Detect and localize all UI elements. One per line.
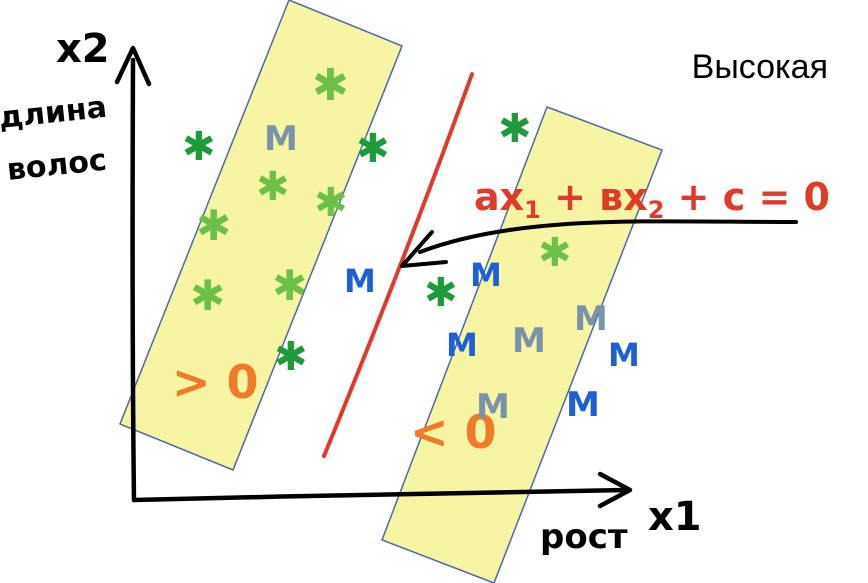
x-axis-description: рост [540,517,628,557]
equation-part-c: + c = 0 [664,175,830,219]
positive-region-label: > 0 [172,355,259,409]
m-marker: M [574,299,608,339]
m-marker: M [264,119,298,159]
star-marker: ✱ [314,180,348,226]
right-margin-band [381,106,663,583]
star-marker: ✱ [312,60,349,111]
star-marker: ✱ [424,270,458,316]
m-marker: M [446,326,478,364]
equation-pointer-arrowhead [400,230,448,268]
corner-label: Высокая [691,48,828,86]
separating-hyperplane [322,72,474,458]
y-axis-arrowhead [114,45,152,87]
star-marker: ✱ [498,106,532,152]
star-marker: ✱ [272,261,307,310]
equation-pointer-arrow [418,219,798,254]
equation-sub-1: 1 [524,196,541,224]
star-marker: ✱ [196,201,231,250]
star-marker: ✱ [274,334,308,380]
y-axis-description-line2: волос [5,143,108,188]
equation-sub-2: 2 [648,196,665,224]
equation-part-ax: ax [474,175,524,219]
m-marker: M [608,336,640,374]
star-marker: ✱ [182,124,216,170]
star-marker: ✱ [256,164,290,210]
y-axis-description-line1: длина [0,90,108,136]
star-marker: ✱ [190,271,225,320]
equation-part-bx: + вx [541,175,648,219]
y-axis-label: x2 [56,26,110,72]
m-marker: M [344,262,376,300]
m-marker: M [470,256,502,294]
m-marker: M [566,385,600,425]
left-margin-band [119,0,403,471]
x-axis-line [131,487,629,503]
x-axis-label: x1 [648,494,702,540]
hyperplane-equation: ax1 + вx2 + c = 0 [474,175,830,224]
m-marker: M [512,321,546,361]
star-marker: ✱ [356,126,390,172]
x-axis-arrowhead [597,471,633,509]
negative-region-label: < 0 [410,405,497,459]
star-marker: ✱ [538,230,572,276]
m-marker: M [476,387,510,427]
y-axis-line [130,57,137,503]
